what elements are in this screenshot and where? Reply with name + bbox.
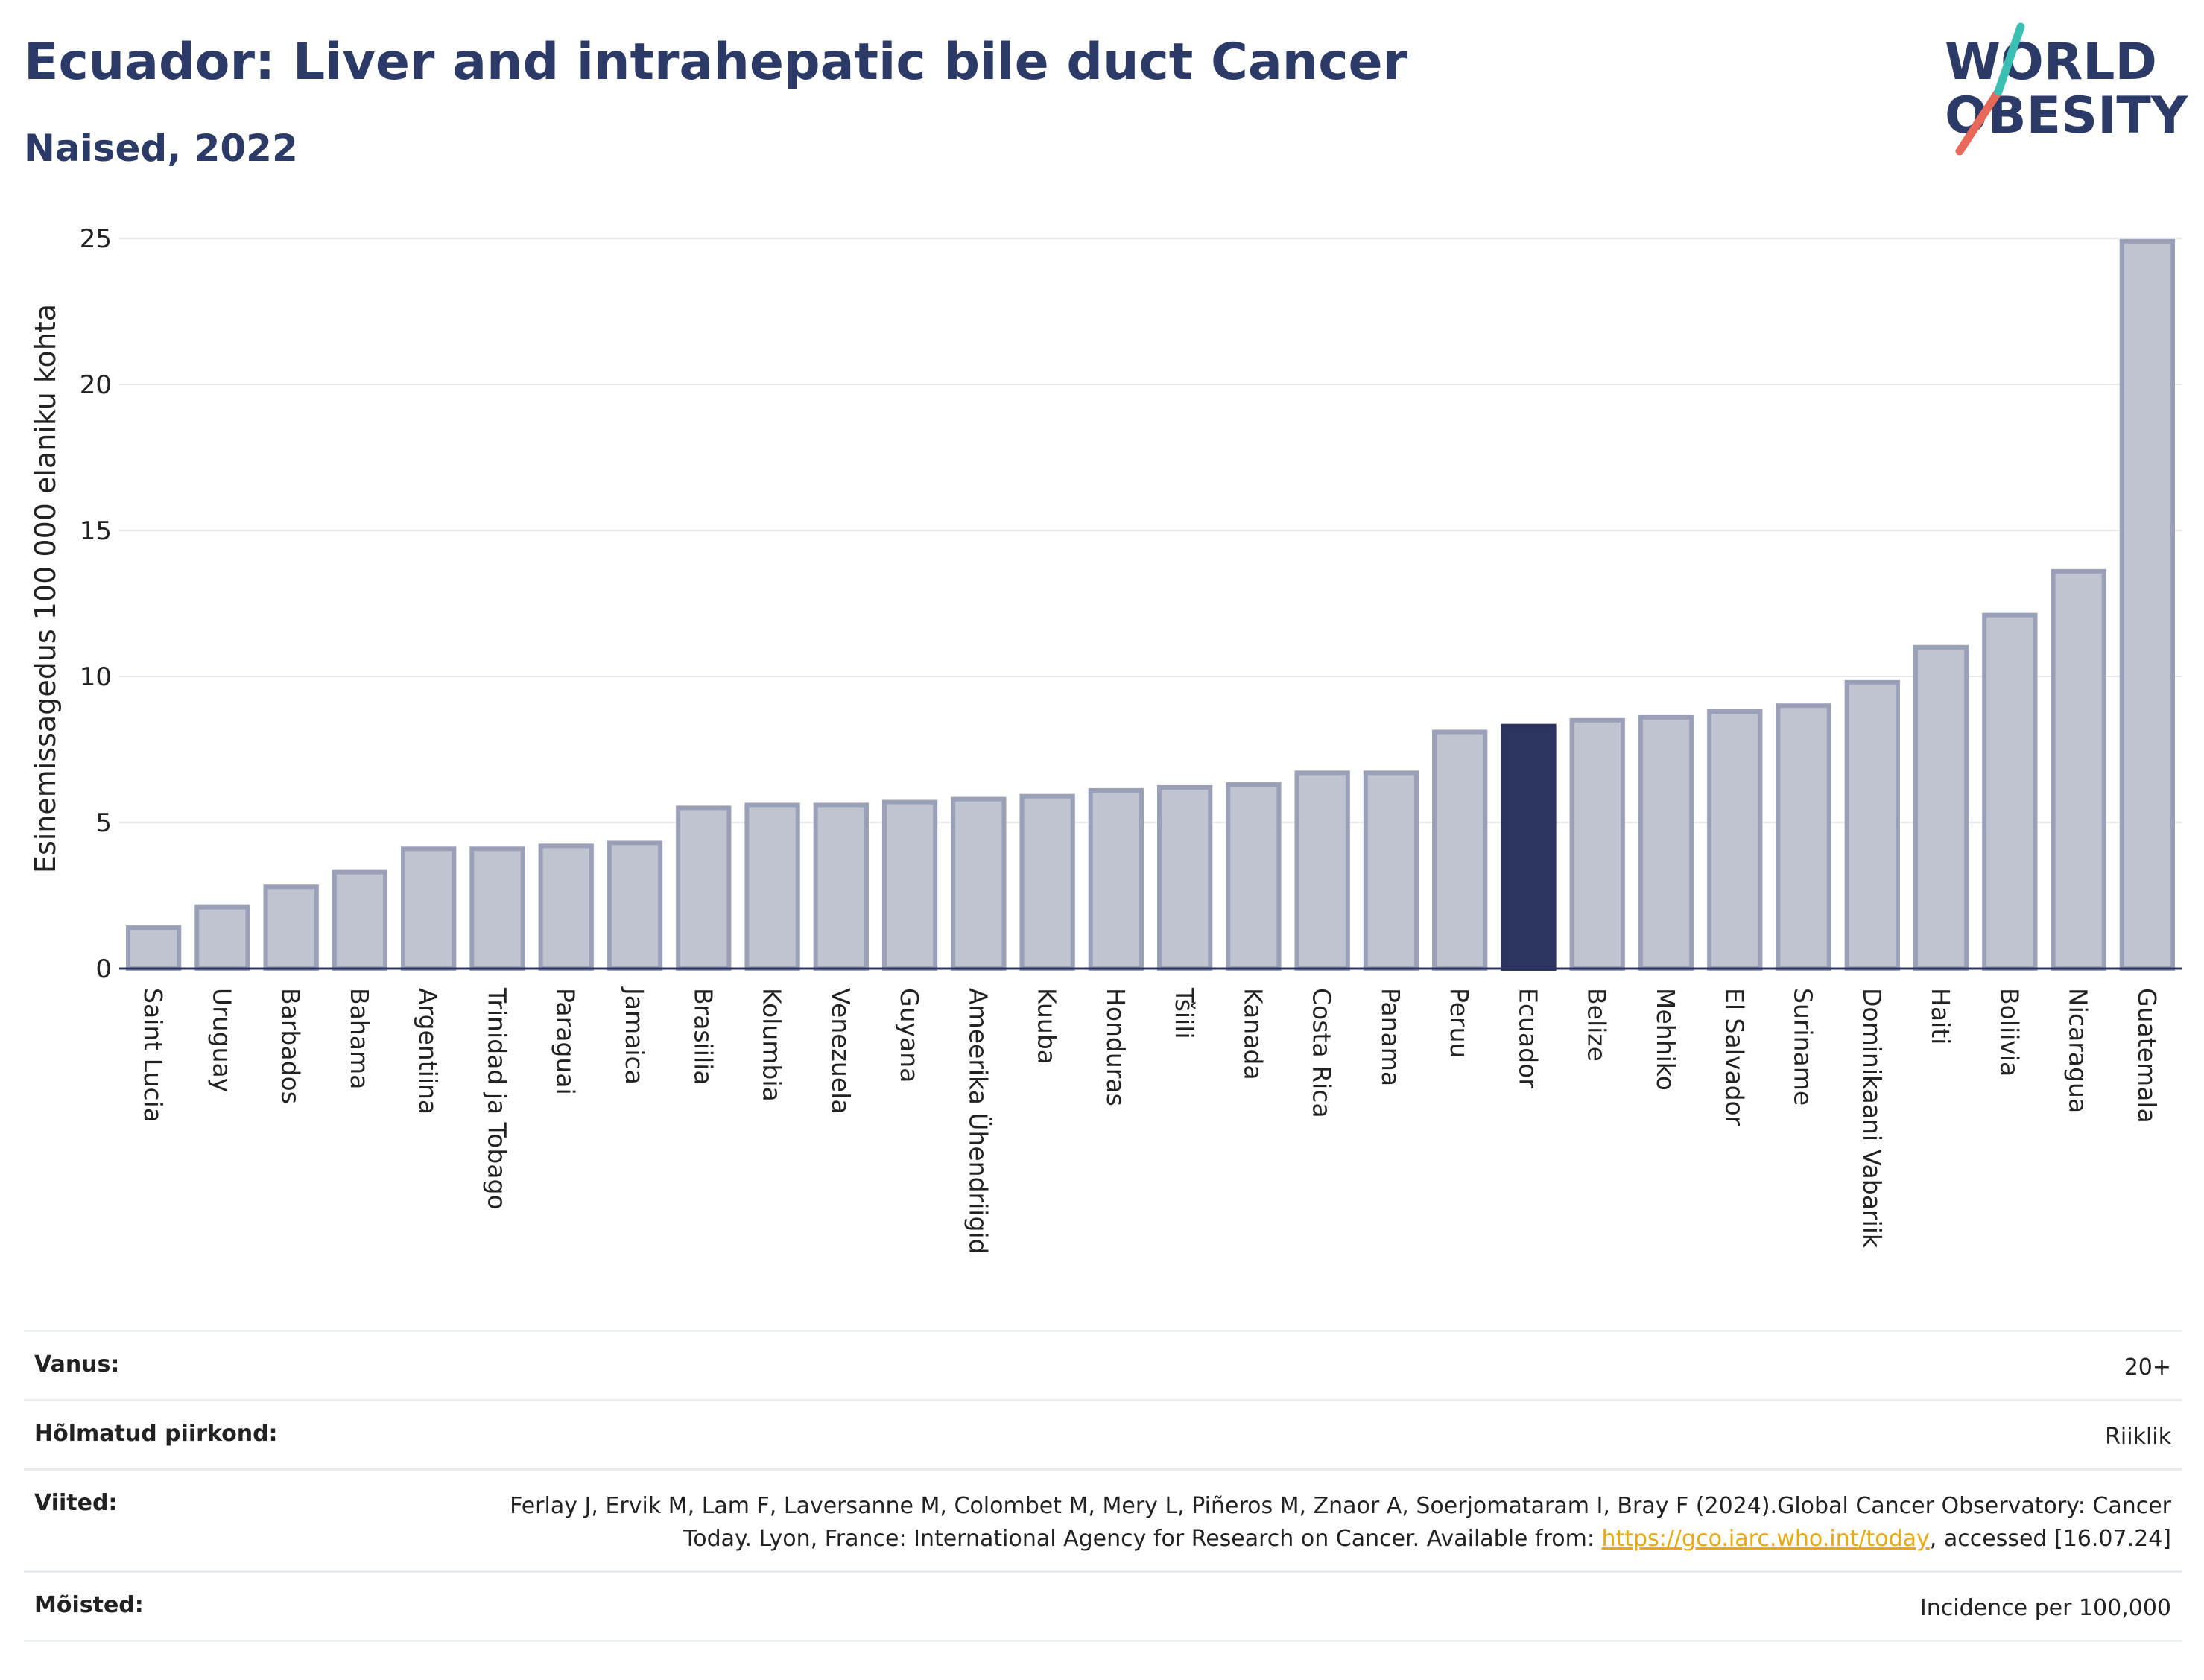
category-label: Ecuador — [1513, 988, 1542, 1088]
info-row-coverage: Hõlmatud piirkond: Riiklik — [24, 1399, 2182, 1468]
reference-accessed: , accessed [16.07.24] — [1929, 1526, 2171, 1552]
info-key-age: Vanus: — [34, 1351, 120, 1378]
bar-ecuador — [1501, 723, 1557, 971]
bar-peruu — [1432, 729, 1488, 971]
info-table: Vanus: 20+ Hõlmatud piirkond: Riiklik Vi… — [24, 1330, 2182, 1642]
info-value-age: 20+ — [2124, 1354, 2171, 1381]
y-tick-label: 10 — [80, 662, 112, 692]
category-label: Costa Rica — [1308, 988, 1337, 1118]
bar-boliivia — [1982, 612, 2038, 971]
category-label: Tšiili — [1170, 987, 1199, 1039]
category-label: Belize — [1583, 988, 1612, 1062]
chart-title: Ecuador: Liver and intrahepatic bile duc… — [24, 33, 1408, 92]
info-key-coverage: Hõlmatud piirkond: — [34, 1421, 278, 1447]
bar-el-salvador — [1707, 709, 1763, 971]
y-tick-label: 20 — [80, 370, 112, 400]
bar-honduras — [1088, 787, 1144, 971]
bar-saint-lucia — [125, 925, 182, 971]
category-label: Kuuba — [1033, 988, 1062, 1065]
category-label: Haiti — [1926, 988, 1955, 1045]
bar-kuuba — [1019, 793, 1075, 971]
category-label: Guyana — [895, 988, 924, 1083]
category-label: Suriname — [1789, 988, 1818, 1106]
world-obesity-logo: WORLD OBESITY — [1945, 22, 2188, 156]
category-label: Trinidad ja Tobago — [482, 987, 511, 1210]
category-label: Ameerika Ühendriigid — [963, 988, 993, 1255]
category-label: Nicaragua — [2064, 988, 2093, 1113]
bar-belize — [1569, 717, 1625, 971]
bar-chart: 0 5 10 15 20 25 Saint Lucia Uruguay Barbados Bah… — [29, 224, 2182, 1255]
info-value-coverage: Riiklik — [2105, 1424, 2171, 1450]
y-tick-label: 5 — [95, 808, 112, 838]
category-label: Saint Lucia — [139, 988, 168, 1123]
bar-nicaragua — [2051, 568, 2106, 971]
info-value-definitions: Incidence per 100,000 — [1919, 1595, 2171, 1621]
grid-lines — [119, 238, 2182, 823]
y-tick-label: 25 — [80, 224, 112, 254]
bar-costa-rica — [1294, 770, 1350, 971]
info-key-definitions: Mõisted: — [34, 1592, 144, 1618]
category-label: El Salvador — [1720, 988, 1749, 1126]
category-label: Argentiina — [414, 988, 443, 1115]
bar-kolumbia — [744, 802, 800, 971]
category-label: Uruguay — [207, 988, 236, 1092]
category-label: Boliivia — [1995, 988, 2024, 1077]
bar-dominikaani-vabariik — [1844, 679, 1900, 971]
y-tick-label: 0 — [95, 954, 112, 984]
bar-haiti — [1913, 644, 1969, 971]
bar-jamaica — [607, 840, 663, 971]
category-label: Paraguai — [551, 988, 580, 1095]
category-label: Mehhiko — [1651, 988, 1680, 1091]
bar-kanada — [1226, 782, 1282, 971]
category-label: Guatemala — [2132, 988, 2162, 1123]
reference-link[interactable]: https://gco.iarc.who.int/today — [1601, 1526, 1930, 1552]
logo-line-1: WORLD — [1945, 33, 2157, 92]
category-label: Dominikaani Vabariik — [1858, 988, 1887, 1249]
category-label: Peruu — [1445, 988, 1474, 1058]
bar-bahama — [332, 869, 388, 971]
bar-brasiilia — [676, 805, 732, 971]
info-value-references: Ferlay J, Ervik M, Lam F, Laversanne M, … — [457, 1490, 2171, 1556]
bar-mehhiko — [1638, 714, 1694, 971]
bar-guyana — [881, 799, 938, 971]
chart-subtitle: Naised, 2022 — [24, 127, 298, 170]
category-label: Honduras — [1101, 988, 1130, 1106]
category-label: Kolumbia — [758, 988, 787, 1102]
category-label: Venezuela — [826, 988, 855, 1114]
bar-uruguay — [194, 904, 250, 971]
info-row-references: Viited: Ferlay J, Ervik M, Lam F, Lavers… — [24, 1468, 2182, 1570]
bar-panama — [1363, 770, 1419, 971]
category-labels: Saint Lucia Uruguay Barbados Bahama Argentii… — [139, 986, 2162, 1255]
category-label: Brasiilia — [688, 988, 718, 1085]
bar-t-iili — [1156, 784, 1213, 971]
bar-venezuela — [813, 802, 869, 971]
y-tick-label: 15 — [80, 516, 112, 546]
category-label: Barbados — [276, 988, 305, 1104]
info-row-definitions: Mõisted: Incidence per 100,000 — [24, 1570, 2182, 1642]
bar-paraguai — [538, 843, 594, 971]
category-label: Jamaica — [620, 986, 649, 1085]
logo-slash-red — [1955, 87, 2003, 156]
bar-trinidad-ja-tobago — [469, 846, 525, 971]
bar-ameerika-hendriigid — [951, 796, 1007, 971]
y-axis-label: Esinemissagedus 100 000 elaniku kohta — [29, 304, 62, 873]
bar-argentiina — [401, 846, 457, 971]
category-label: Bahama — [345, 988, 374, 1089]
category-label: Panama — [1376, 988, 1405, 1086]
bar-barbados — [263, 884, 319, 971]
info-key-references: Viited: — [34, 1490, 118, 1516]
logo-slash-teal — [1994, 22, 2025, 96]
category-label: Kanada — [1238, 988, 1267, 1080]
y-axis-ticks: 0 5 10 15 20 25 — [80, 224, 112, 984]
info-row-age: Vanus: 20+ — [24, 1330, 2182, 1399]
bar-suriname — [1776, 703, 1831, 971]
reference-text: Ferlay J, Ervik M, Lam F, Laversanne M, … — [510, 1493, 2171, 1552]
bars — [125, 238, 2176, 971]
bar-guatemala — [2119, 238, 2176, 971]
